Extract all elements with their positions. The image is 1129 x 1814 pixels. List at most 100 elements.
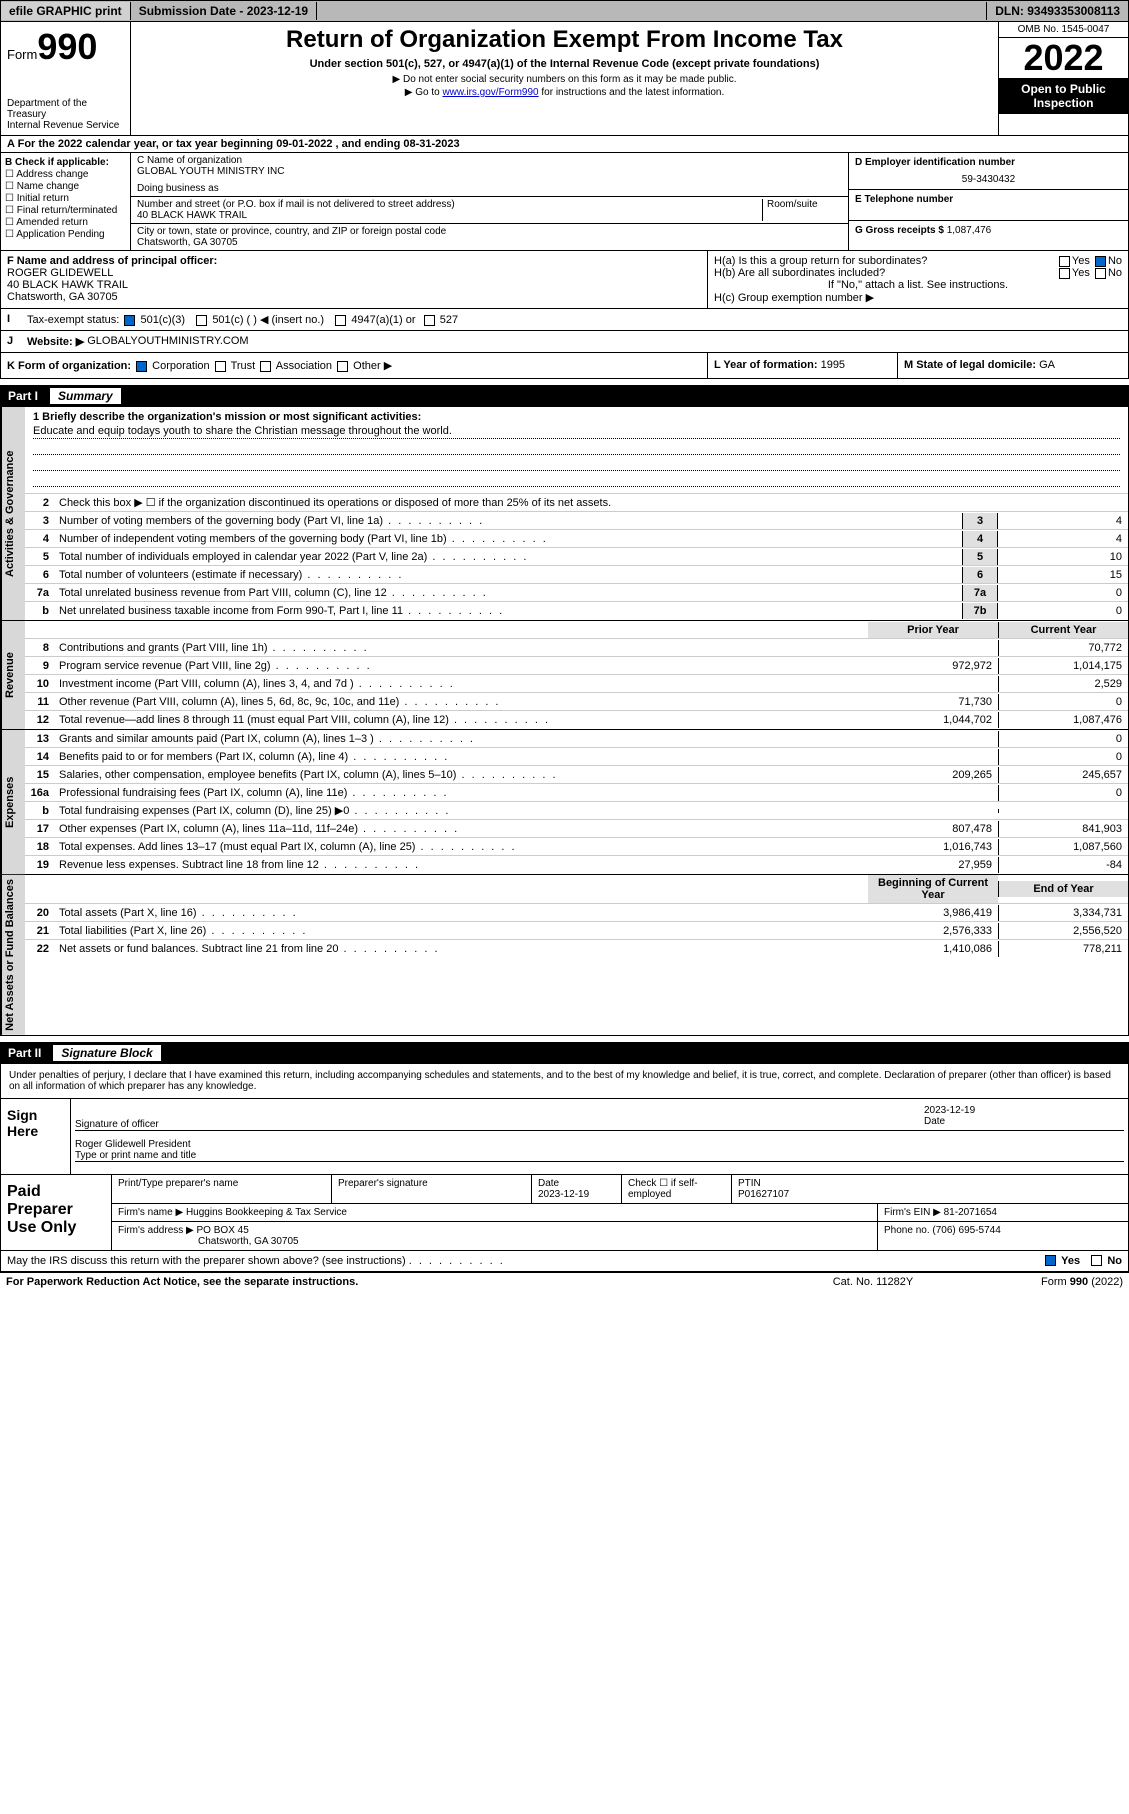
public-inspection: Open to Public Inspection — [999, 78, 1128, 114]
ha-no[interactable] — [1095, 256, 1106, 267]
calendar-year-row: A For the 2022 calendar year, or tax yea… — [0, 136, 1129, 153]
check-applicable: B Check if applicable: ☐ Address change … — [1, 153, 131, 250]
room-label: Room/suite — [762, 199, 842, 221]
city-label: City or town, state or province, country… — [137, 226, 842, 237]
line-3: 3Number of voting members of the governi… — [25, 512, 1128, 530]
entity-right: D Employer identification number 59-3430… — [848, 153, 1128, 250]
addr-label: Number and street (or P.O. box if mail i… — [137, 199, 762, 210]
line-16a: 16aProfessional fundraising fees (Part I… — [25, 784, 1128, 802]
vtab-exp: Expenses — [1, 730, 25, 874]
firm-name-row: Firm's name ▶ Huggins Bookkeeping & Tax … — [112, 1204, 878, 1221]
line-7b: bNet unrelated business taxable income f… — [25, 602, 1128, 620]
omb-number: OMB No. 1545-0047 — [999, 22, 1128, 38]
goto-pre: ▶ Go to — [405, 87, 443, 98]
website-label: Website: ▶ — [27, 335, 84, 348]
prep-date: Date2023-12-19 — [532, 1175, 622, 1203]
tel-label: E Telephone number — [855, 194, 953, 205]
top-bar: efile GRAPHIC print Submission Date - 20… — [0, 0, 1129, 22]
chk-501c3[interactable] — [124, 315, 135, 326]
line-6: 6Total number of volunteers (estimate if… — [25, 566, 1128, 584]
vtab-ag: Activities & Governance — [1, 407, 25, 620]
irs-label: Internal Revenue Service — [7, 120, 124, 131]
entity-name-addr: C Name of organization GLOBAL YOUTH MINI… — [131, 153, 848, 250]
prep-selfemp[interactable]: Check ☐ if self-employed — [622, 1175, 732, 1203]
chk-final[interactable]: ☐ Final return/terminated — [5, 205, 126, 216]
line-8: 8Contributions and grants (Part VIII, li… — [25, 639, 1128, 657]
officer-name: ROGER GLIDEWELL — [7, 267, 701, 279]
expenses-section: Expenses 13Grants and similar amounts pa… — [0, 730, 1129, 875]
part2-header: Part II Signature Block — [0, 1042, 1129, 1064]
part2-num: Part II — [8, 1046, 49, 1060]
year-form-label: L Year of formation: — [714, 359, 818, 371]
chk-pending[interactable]: ☐ Application Pending — [5, 229, 126, 240]
state-domicile: GA — [1039, 359, 1055, 371]
chk-corp[interactable] — [136, 361, 147, 372]
activities-governance: Activities & Governance 1 Briefly descri… — [0, 407, 1129, 621]
officer-addr2: Chatsworth, GA 30705 — [7, 291, 701, 303]
entity-block: B Check if applicable: ☐ Address change … — [0, 153, 1129, 251]
year-formation: 1995 — [821, 359, 845, 371]
dept-treasury: Department of the Treasury — [7, 98, 124, 120]
chk-amended[interactable]: ☐ Amended return — [5, 217, 126, 228]
ssn-note: ▶ Do not enter social security numbers o… — [141, 74, 988, 85]
vtab-net: Net Assets or Fund Balances — [1, 875, 25, 1035]
line-9: 9Program service revenue (Part VIII, lin… — [25, 657, 1128, 675]
submission-date: Submission Date - 2023-12-19 — [131, 2, 317, 20]
chk-assoc[interactable] — [260, 361, 271, 372]
chk-other[interactable] — [337, 361, 348, 372]
line-2: Check this box ▶ ☐ if the organization d… — [55, 494, 1128, 511]
officer-group-row: F Name and address of principal officer:… — [0, 251, 1129, 309]
firm-phone-row: Phone no. (706) 695-5744 — [878, 1222, 1128, 1250]
form-word: Form — [7, 47, 37, 62]
revenue-section: Revenue Prior YearCurrent Year 8Contribu… — [0, 621, 1129, 730]
pra-notice: For Paperwork Reduction Act Notice, see … — [6, 1276, 773, 1288]
form-number-block: Form990 Department of the Treasury Inter… — [1, 22, 131, 135]
discuss-no[interactable] — [1091, 1255, 1102, 1266]
line-18: 18Total expenses. Add lines 13–17 (must … — [25, 838, 1128, 856]
irs-link[interactable]: www.irs.gov/Form990 — [442, 87, 538, 98]
mission-label: 1 Briefly describe the organization's mi… — [33, 411, 421, 423]
hb-yes[interactable] — [1059, 268, 1070, 279]
state-dom-label: M State of legal domicile: — [904, 359, 1036, 371]
chk-501c[interactable] — [196, 315, 207, 326]
tax-status-label: Tax-exempt status: — [27, 314, 119, 326]
hb-row: H(b) Are all subordinates included? Yes … — [714, 267, 1122, 279]
chk-trust[interactable] — [215, 361, 226, 372]
chk-4947[interactable] — [335, 315, 346, 326]
efile-label[interactable]: efile GRAPHIC print — [1, 2, 131, 20]
ein-value: 59-3430432 — [855, 174, 1122, 185]
gross-receipts: 1,087,476 — [947, 225, 992, 236]
part1-num: Part I — [8, 389, 46, 403]
discuss-yes[interactable] — [1045, 1255, 1056, 1266]
sign-here-block: Sign Here Signature of officer 2023-12-1… — [0, 1099, 1129, 1175]
line-4: 4Number of independent voting members of… — [25, 530, 1128, 548]
form-ref: Form 990 (2022) — [973, 1276, 1123, 1288]
form-org-label: K Form of organization: — [7, 360, 131, 372]
paid-preparer-block: Paid Preparer Use Only Print/Type prepar… — [0, 1175, 1129, 1251]
line-17: 17Other expenses (Part IX, column (A), l… — [25, 820, 1128, 838]
hb-no[interactable] — [1095, 268, 1106, 279]
officer-addr1: 40 BLACK HAWK TRAIL — [7, 279, 701, 291]
page-footer: For Paperwork Reduction Act Notice, see … — [0, 1272, 1129, 1291]
tax-year: 2022 — [999, 38, 1128, 78]
ha-yes[interactable] — [1059, 256, 1070, 267]
goto-post: for instructions and the latest informat… — [539, 87, 725, 98]
form-of-org-row: K Form of organization: Corporation Trus… — [0, 353, 1129, 379]
line-12: 12Total revenue—add lines 8 through 11 (… — [25, 711, 1128, 729]
chk-527[interactable] — [424, 315, 435, 326]
dba-label: Doing business as — [137, 183, 842, 194]
form-number: 990 — [37, 26, 97, 67]
line-20: 20Total assets (Part X, line 16)3,986,41… — [25, 904, 1128, 922]
tax-status-row: I Tax-exempt status: 501(c)(3) 501(c) ( … — [0, 309, 1129, 331]
discuss-row: May the IRS discuss this return with the… — [0, 1251, 1129, 1272]
col-end: End of Year — [998, 881, 1128, 897]
line-11: 11Other revenue (Part VIII, column (A), … — [25, 693, 1128, 711]
col-begin: Beginning of Current Year — [868, 875, 998, 903]
line-10: 10Investment income (Part VIII, column (… — [25, 675, 1128, 693]
part2-title: Signature Block — [53, 1045, 160, 1061]
chk-address[interactable]: ☐ Address change — [5, 169, 126, 180]
ein-label: D Employer identification number — [855, 157, 1015, 168]
chk-initial[interactable]: ☐ Initial return — [5, 193, 126, 204]
form-title: Return of Organization Exempt From Incom… — [141, 26, 988, 54]
chk-name[interactable]: ☐ Name change — [5, 181, 126, 192]
